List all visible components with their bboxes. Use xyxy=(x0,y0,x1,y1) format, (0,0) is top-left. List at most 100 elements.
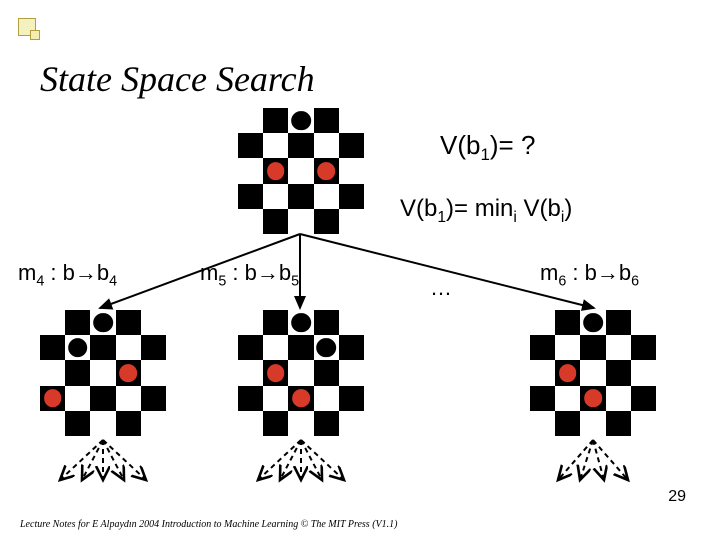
board-cell xyxy=(288,310,313,335)
board-cell xyxy=(339,133,364,158)
board-cell xyxy=(141,360,166,385)
board-cell xyxy=(339,310,364,335)
piece-red xyxy=(558,363,578,383)
board-cell xyxy=(530,360,555,385)
board-cell xyxy=(606,335,631,360)
board-cell xyxy=(530,386,555,411)
board-cell xyxy=(288,158,313,183)
piece-black xyxy=(634,338,654,358)
board-cell xyxy=(339,360,364,385)
board-cell xyxy=(288,411,313,436)
board-cell xyxy=(238,411,263,436)
board-cell xyxy=(339,335,364,360)
board-cell xyxy=(555,386,580,411)
board-cell xyxy=(606,411,631,436)
piece-red xyxy=(266,363,286,383)
board-cell xyxy=(40,310,65,335)
board-cell xyxy=(263,133,288,158)
board-cell xyxy=(90,360,115,385)
board-cell xyxy=(263,184,288,209)
board-cell xyxy=(116,310,141,335)
board-b6 xyxy=(530,310,656,436)
board-cell xyxy=(314,360,339,385)
piece-black xyxy=(291,186,311,206)
board-cell xyxy=(631,310,656,335)
board-cell xyxy=(263,158,288,183)
board-cell xyxy=(314,184,339,209)
formula-v-b1-min: V(b1)= mini V(bi) xyxy=(400,195,572,227)
board-cell xyxy=(238,335,263,360)
piece-black xyxy=(68,338,88,358)
board-cell xyxy=(288,108,313,133)
board-cell xyxy=(141,335,166,360)
board-b4 xyxy=(40,310,166,436)
board-cell xyxy=(65,360,90,385)
move-label-m5: m5 : b→b5 xyxy=(200,260,299,289)
board-cell xyxy=(90,310,115,335)
board-cell xyxy=(555,335,580,360)
board-cell xyxy=(90,386,115,411)
board-cell xyxy=(631,386,656,411)
piece-black xyxy=(316,338,336,358)
board-cell xyxy=(40,335,65,360)
board-cell xyxy=(314,411,339,436)
footnote: Lecture Notes for E Alpaydın 2004 Introd… xyxy=(20,519,397,530)
board-cell xyxy=(263,360,288,385)
board-cell xyxy=(263,386,288,411)
board-cell xyxy=(314,133,339,158)
board-cell xyxy=(530,411,555,436)
board-cell xyxy=(263,411,288,436)
board-cell xyxy=(238,133,263,158)
board-cell xyxy=(580,310,605,335)
piece-red xyxy=(583,388,603,408)
move-label-m4: m4 : b→b4 xyxy=(18,260,117,289)
board-cell xyxy=(288,133,313,158)
piece-red xyxy=(316,161,336,181)
board-cell xyxy=(580,335,605,360)
piece-red xyxy=(118,363,138,383)
board-cell xyxy=(314,108,339,133)
board-cell xyxy=(606,310,631,335)
board-cell xyxy=(314,158,339,183)
board-b1 xyxy=(238,108,364,234)
board-cell xyxy=(40,360,65,385)
piece-black xyxy=(93,313,113,333)
board-cell xyxy=(238,158,263,183)
board-cell xyxy=(116,360,141,385)
board-b5 xyxy=(238,310,364,436)
piece-red xyxy=(43,388,63,408)
board-cell xyxy=(116,335,141,360)
board-cell xyxy=(116,386,141,411)
page-title: State Space Search xyxy=(40,58,315,100)
board-cell xyxy=(65,411,90,436)
board-cell xyxy=(238,184,263,209)
board-cell xyxy=(339,184,364,209)
board-cell xyxy=(263,209,288,234)
board-cell xyxy=(606,386,631,411)
piece-red xyxy=(291,388,311,408)
board-cell xyxy=(90,411,115,436)
board-cell xyxy=(238,386,263,411)
move-label-m6: m6 : b→b6 xyxy=(540,260,639,289)
board-cell xyxy=(555,310,580,335)
board-cell xyxy=(339,386,364,411)
board-cell xyxy=(40,411,65,436)
arrow-ellipsis: … xyxy=(430,275,452,301)
board-cell xyxy=(65,310,90,335)
piece-red xyxy=(266,161,286,181)
board-cell xyxy=(141,386,166,411)
page-number: 29 xyxy=(668,488,686,506)
board-cell xyxy=(288,360,313,385)
board-cell xyxy=(238,310,263,335)
board-cell xyxy=(339,209,364,234)
piece-black xyxy=(291,313,311,333)
board-cell xyxy=(65,386,90,411)
formula-v-b1-question: V(b1)= ? xyxy=(440,130,535,165)
board-cell xyxy=(339,158,364,183)
board-cell xyxy=(288,335,313,360)
corner-logo xyxy=(18,18,40,40)
board-cell xyxy=(339,411,364,436)
board-cell xyxy=(238,360,263,385)
board-cell xyxy=(314,310,339,335)
board-cell xyxy=(263,310,288,335)
